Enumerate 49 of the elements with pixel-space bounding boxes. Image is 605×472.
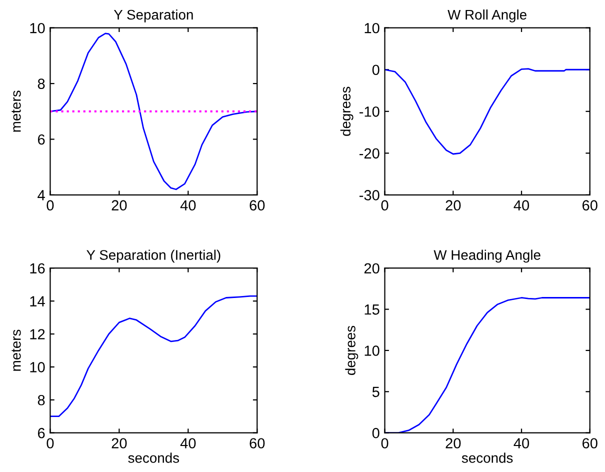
x-tick-label: 60 [582, 438, 598, 448]
y-tick-label: 5 [372, 386, 380, 398]
x-axis-title: seconds [128, 452, 180, 463]
y-tick-label: -20 [359, 148, 380, 159]
y-tick-label: 10 [364, 346, 380, 356]
x-tick-label: 0 [46, 438, 54, 448]
y-tick-label: 0 [372, 64, 380, 76]
x-tick-label: 40 [514, 200, 530, 211]
y-tick-label: -10 [359, 106, 380, 117]
x-tick-label: 60 [582, 200, 598, 211]
chart-title: W Heading Angle [434, 250, 540, 263]
y-tick-label: 8 [38, 394, 45, 406]
x-tick-label: 40 [180, 200, 196, 211]
y-tick-label: 4 [38, 190, 45, 200]
y-tick-label: 15 [364, 304, 380, 315]
x-tick-label: 20 [446, 200, 461, 211]
y-tick-label: 6 [38, 134, 45, 145]
y-axis-title: degrees [340, 86, 354, 136]
y-tick-label: 8 [38, 78, 45, 89]
line-series [50, 295, 258, 418]
x-tick-label: 40 [180, 438, 196, 448]
y-tick-label: 16 [30, 263, 45, 274]
x-tick-label: 0 [381, 200, 388, 211]
y-axis-title: degrees [345, 326, 358, 375]
y-tick-label: 14 [30, 296, 45, 306]
y-tick-label: 12 [30, 329, 45, 340]
x-tick-label: 60 [250, 438, 265, 448]
y-tick-label: 10 [30, 362, 45, 372]
line-series [384, 68, 590, 155]
y-tick-label: 6 [38, 428, 45, 438]
x-tick-label: 20 [112, 200, 127, 211]
chart-title: Y Separation (Inertial) [86, 250, 220, 263]
x-tick-label: 0 [381, 438, 388, 448]
y-tick-label: 20 [364, 263, 380, 274]
chart-title: W Roll Angle [448, 9, 526, 22]
y-tick-label: 10 [30, 22, 45, 34]
y-axis-title: meters [12, 330, 21, 371]
x-tick-label: 20 [112, 438, 127, 448]
line-series [50, 32, 258, 190]
y-axis-title: meters [12, 90, 21, 132]
y-tick-label: 10 [364, 22, 380, 34]
y-tick-label: -30 [359, 190, 380, 200]
x-tick-label: 40 [514, 438, 530, 448]
x-axis-title: seconds [462, 452, 513, 463]
x-tick-label: 0 [46, 200, 54, 211]
x-tick-label: 20 [446, 438, 461, 448]
chart-title: Y Separation [114, 9, 193, 22]
y-tick-label: 0 [372, 428, 380, 438]
x-tick-label: 60 [250, 200, 265, 211]
